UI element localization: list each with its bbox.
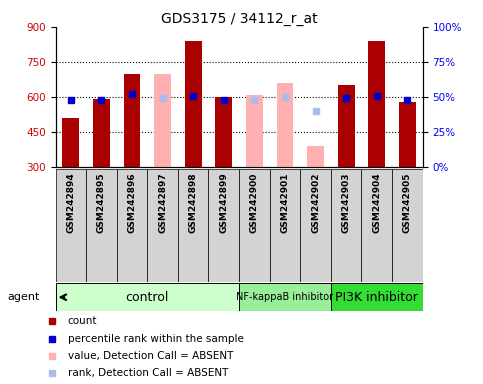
Text: GSM242905: GSM242905 <box>403 172 412 233</box>
Text: GSM242899: GSM242899 <box>219 172 228 233</box>
Bar <box>399 102 416 167</box>
Title: GDS3175 / 34112_r_at: GDS3175 / 34112_r_at <box>161 12 317 26</box>
Bar <box>117 169 147 282</box>
Bar <box>62 118 79 167</box>
Text: GSM242897: GSM242897 <box>158 172 167 233</box>
Text: agent: agent <box>7 292 40 302</box>
Text: count: count <box>68 316 97 326</box>
Text: GSM242895: GSM242895 <box>97 172 106 233</box>
Text: value, Detection Call = ABSENT: value, Detection Call = ABSENT <box>68 351 233 361</box>
Bar <box>154 74 171 167</box>
Text: rank, Detection Call = ABSENT: rank, Detection Call = ABSENT <box>68 367 228 377</box>
Bar <box>361 169 392 282</box>
Bar <box>246 94 263 167</box>
Bar <box>239 283 331 311</box>
Bar <box>307 146 324 167</box>
Text: GSM242896: GSM242896 <box>128 172 137 233</box>
Text: control: control <box>126 291 169 304</box>
Text: GSM242900: GSM242900 <box>250 172 259 233</box>
Text: GSM242904: GSM242904 <box>372 172 381 233</box>
Bar <box>56 283 239 311</box>
Text: GSM242902: GSM242902 <box>311 172 320 233</box>
Bar <box>300 169 331 282</box>
Text: NF-kappaB inhibitor: NF-kappaB inhibitor <box>236 292 334 302</box>
Bar <box>277 83 293 167</box>
Bar <box>331 169 361 282</box>
Bar <box>178 169 209 282</box>
Bar <box>86 169 117 282</box>
Text: GSM242903: GSM242903 <box>341 172 351 233</box>
Bar <box>209 169 239 282</box>
Bar <box>215 97 232 167</box>
Text: GSM242894: GSM242894 <box>66 172 75 233</box>
Bar <box>124 74 141 167</box>
Text: PI3K inhibitor: PI3K inhibitor <box>335 291 418 304</box>
Text: GSM242901: GSM242901 <box>281 172 289 233</box>
Bar <box>369 41 385 167</box>
Bar <box>338 85 355 167</box>
Bar <box>331 283 423 311</box>
Bar <box>185 41 201 167</box>
Bar <box>93 99 110 167</box>
Bar <box>270 169 300 282</box>
Bar <box>239 169 270 282</box>
Bar <box>147 169 178 282</box>
Bar <box>56 169 86 282</box>
Text: GSM242898: GSM242898 <box>189 172 198 233</box>
Text: percentile rank within the sample: percentile rank within the sample <box>68 334 243 344</box>
Bar <box>392 169 423 282</box>
